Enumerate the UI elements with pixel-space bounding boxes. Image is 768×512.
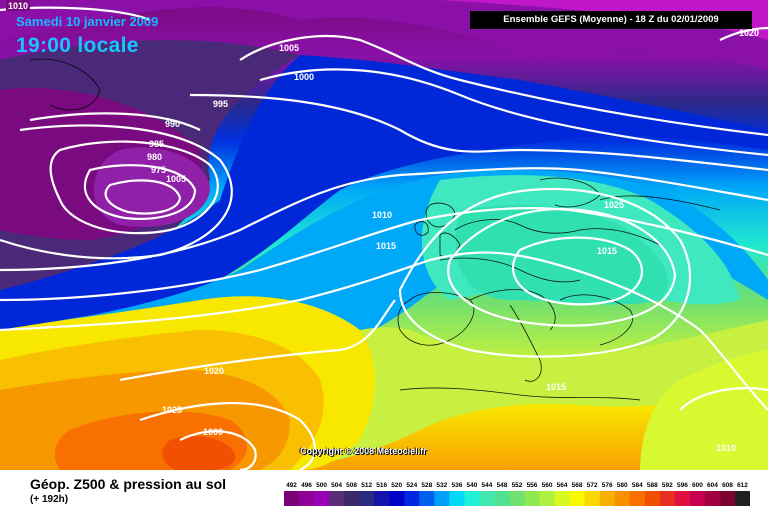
scale-swatch [689,491,706,506]
scale-tick-label: 548 [497,482,508,489]
isobar-label: 1010 [8,1,28,11]
scale-tick-label: 496 [301,482,312,489]
scale-swatch [479,491,495,506]
scale-swatch [359,491,375,506]
scale-tick-label: 604 [707,482,718,489]
scale-swatch [299,491,315,506]
scale-swatch [374,491,390,506]
scale-tick-label: 500 [316,482,327,489]
geopotential-field [0,0,768,470]
scale-swatch [284,491,300,506]
scale-tick-label: 528 [421,482,432,489]
scale-tick-label: 540 [466,482,477,489]
forecast-date: Samedi 10 janvier 2009 [16,14,159,29]
isobars [0,6,768,470]
scale-tick-label: 560 [542,482,553,489]
isobar-label: 1015 [376,241,396,251]
isobar-label: 990 [165,119,180,129]
isobar-label: 1020 [739,28,759,38]
scale-tick-label: 608 [722,482,733,489]
scale-tick-label: 552 [512,482,523,489]
scale-tick-label: 564 [557,482,568,489]
forecast-range: (+ 192h) [30,494,69,505]
scale-swatch [599,491,616,506]
isobar-label: 1010 [716,443,736,453]
scale-swatch [569,491,586,506]
isobar-label: 975 [151,165,166,175]
scale-tick-label: 596 [677,482,688,489]
scale-swatch [404,491,420,506]
scale-swatch [674,491,691,506]
scale-tick-label: 520 [391,482,402,489]
isobar-label: 980 [147,152,162,162]
scale-tick-label: 524 [406,482,417,489]
forecast-time: 19:00 locale [16,34,139,57]
isobar-label: 985 [149,139,164,149]
scale-swatch [629,491,646,506]
isobar-label: 1025 [162,405,182,415]
scale-tick-label: 556 [527,482,538,489]
scale-swatch [539,491,555,506]
scale-tick-label: 532 [436,482,447,489]
isobar-label: 1015 [546,382,566,392]
scale-swatch [314,491,330,506]
isobar-label: 1020 [204,366,224,376]
scale-tick-label: 584 [632,482,643,489]
isobar-labels: 1010 1005 1000 995 990 985 980 975 1005 … [6,0,759,453]
isobar-label: 1000 [294,72,314,82]
scale-tick-label: 536 [451,482,462,489]
scale-tick-label: 600 [692,482,703,489]
copyright-notice: Copyright © 2008 Meteociel.fr [300,446,427,456]
isobar-label: 1000 [203,427,223,437]
scale-swatch [644,491,661,506]
isobar-label: 995 [213,99,228,109]
scale-tick-label: 492 [286,482,297,489]
scale-tick-label: 508 [346,482,357,489]
scale-swatch [554,491,571,506]
scale-tick-label: 588 [647,482,658,489]
scale-swatch [659,491,676,506]
scale-tick-label: 592 [662,482,673,489]
scale-tick-label: 576 [602,482,613,489]
scale-swatch [434,491,450,506]
scale-swatch [584,491,601,506]
scale-swatch [464,491,480,506]
isobar-label: 1005 [166,174,186,184]
scale-swatch [735,491,750,506]
scale-tick-label: 512 [361,482,372,489]
color-scale: 492 496 500 504 508 512 516 520 524 528 532 536 540 5… [284,482,750,506]
scale-swatch [509,491,525,506]
isobar-label: 1025 [604,200,624,210]
scale-swatch [704,491,721,506]
isobar-label: 1005 [279,43,299,53]
scale-tick-label: 580 [617,482,628,489]
legend-title: Géop. Z500 & pression au sol [30,476,227,492]
scale-tick-label: 544 [481,482,492,489]
isobar-label: 1010 [372,210,392,220]
scale-swatch [344,491,360,506]
scale-swatch [389,491,405,506]
scale-tick-label: 568 [572,482,583,489]
scale-swatch [329,491,345,506]
scale-swatch [524,491,540,506]
scale-swatch [449,491,465,506]
scale-swatch [614,491,631,506]
scale-swatch [419,491,435,506]
scale-tick-label: 572 [587,482,598,489]
scale-tick-label: 504 [331,482,342,489]
scale-tick-label: 516 [376,482,387,489]
isobar-label: 1015 [597,246,617,256]
model-info: Ensemble GEFS (Moyenne) - 18 Z du 02/01/… [470,11,752,29]
weather-map: 1010 1005 1000 995 990 985 980 975 1005 … [0,0,768,470]
scale-swatch [719,491,736,506]
scale-swatch [494,491,510,506]
scale-tick-label: 612 [737,482,748,489]
